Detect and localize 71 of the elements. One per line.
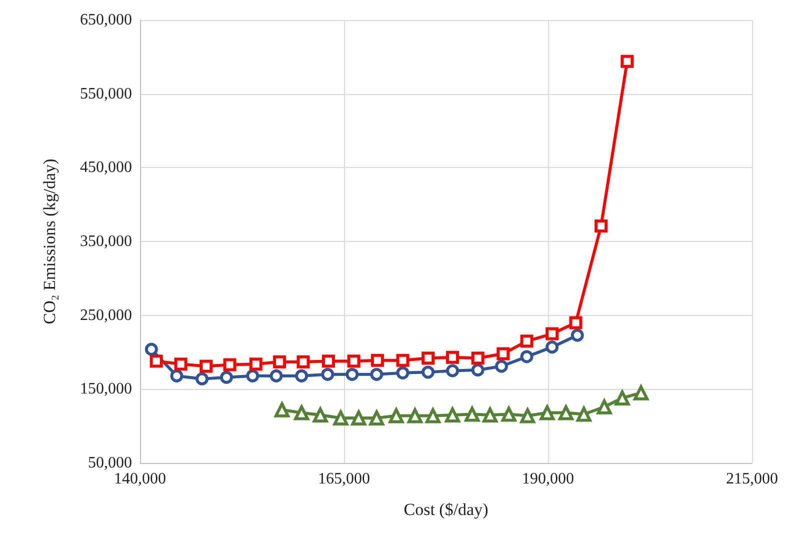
- point: [520, 334, 534, 348]
- point: [346, 368, 359, 381]
- point: [312, 408, 328, 423]
- point: [370, 354, 384, 367]
- point: [196, 372, 209, 386]
- point: [270, 369, 283, 382]
- point: [322, 354, 335, 368]
- point: [446, 364, 460, 378]
- y-tick-label: 350,000: [80, 233, 132, 250]
- y-tick-label: 450,000: [80, 159, 132, 176]
- point: [294, 405, 310, 420]
- point: [396, 366, 410, 380]
- point: [620, 54, 634, 68]
- x-tick-label: 165,000: [318, 470, 370, 488]
- point: [296, 355, 310, 368]
- point: [388, 408, 404, 424]
- point: [546, 340, 559, 354]
- x-tick-label: 190,000: [522, 470, 574, 488]
- point: [249, 358, 262, 371]
- point: [274, 402, 290, 418]
- point: [246, 369, 260, 382]
- point: [220, 370, 233, 384]
- point: [501, 406, 516, 422]
- point: [540, 405, 555, 420]
- point: [333, 410, 348, 426]
- point: [496, 347, 510, 360]
- point: [295, 369, 308, 382]
- point: [558, 405, 574, 420]
- point: [520, 408, 536, 424]
- y-tick-label: 50,000: [88, 454, 132, 472]
- point: [273, 355, 286, 368]
- point: [495, 360, 508, 373]
- point: [596, 399, 612, 414]
- y-tick-label: 650,000: [80, 12, 132, 28]
- point: [422, 352, 435, 365]
- point: [446, 350, 460, 364]
- point: [144, 342, 158, 356]
- point: [422, 366, 435, 379]
- point: [445, 408, 460, 423]
- x-tick-label: 140,000: [114, 470, 166, 488]
- point: [520, 350, 534, 364]
- x-tick-label: 215,000: [726, 470, 778, 488]
- point: [634, 385, 649, 400]
- x-axis-title: Cost ($/day): [404, 500, 488, 519]
- point: [614, 390, 630, 406]
- point: [170, 369, 184, 382]
- point: [321, 368, 334, 381]
- y-axis-title: CO₂ Emissions (kg/day): [40, 158, 59, 324]
- point: [425, 408, 440, 424]
- point: [471, 352, 484, 365]
- y-tick-label: 250,000: [80, 306, 132, 324]
- point: [471, 363, 484, 376]
- point: [546, 327, 559, 340]
- point: [482, 408, 498, 423]
- point: [174, 358, 188, 371]
- point: [369, 410, 384, 426]
- point: [150, 354, 163, 368]
- point: [570, 328, 584, 342]
- point: [464, 406, 480, 422]
- y-tick-label: 550,000: [80, 85, 132, 102]
- point: [396, 354, 410, 367]
- y-tick-label: 150,000: [80, 380, 132, 398]
- point: [407, 408, 422, 424]
- point: [576, 406, 592, 422]
- point: [370, 368, 384, 381]
- point: [200, 360, 213, 373]
- point: [594, 219, 608, 232]
- point: [569, 316, 582, 330]
- point: [351, 410, 366, 426]
- point: [347, 354, 360, 368]
- point: [223, 358, 236, 372]
